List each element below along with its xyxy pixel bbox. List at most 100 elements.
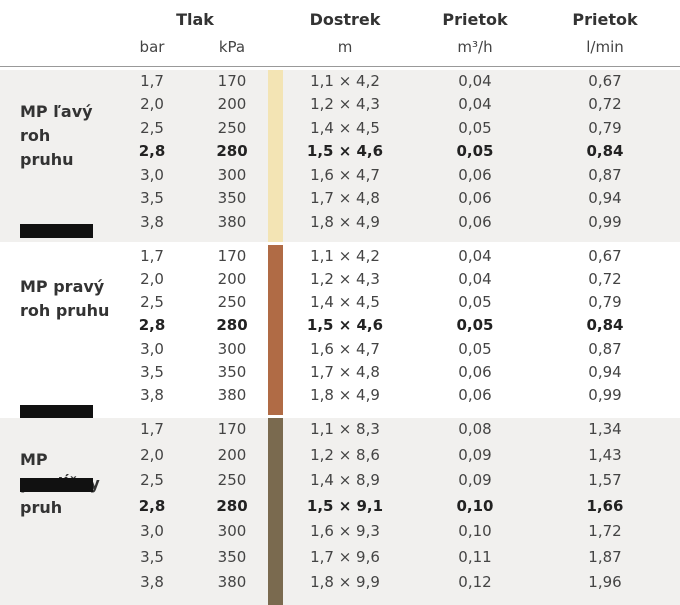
table-cell: 350 — [217, 547, 247, 566]
table-cell: 300 — [217, 165, 247, 184]
profile-icon — [20, 405, 93, 419]
table-cell: 250 — [217, 471, 247, 490]
table-cell: 0,11 — [458, 547, 492, 566]
table-cell: 2,5 — [140, 293, 164, 312]
table-cell: 0,06 — [458, 189, 492, 208]
table-cell: 3,8 — [140, 385, 164, 404]
table-cell: 280 — [216, 142, 248, 161]
table-cell: 0,09 — [458, 445, 492, 464]
table-cell: 0,09 — [458, 471, 492, 490]
table-cell: 380 — [217, 573, 247, 592]
table-cell: 3,8 — [140, 212, 164, 231]
table-cell: 0,72 — [588, 95, 622, 114]
row-group: MP ľavý roh pruhu 1,7 170 1,1 × 4,2 0,04 0,67… — [0, 70, 680, 242]
table-cell: 2,0 — [140, 445, 164, 464]
table-cell: 1,72 — [588, 522, 622, 541]
table-cell: 350 — [217, 362, 247, 381]
table-cell: 300 — [217, 339, 247, 358]
table-cell: 1,34 — [588, 420, 622, 438]
table-cell: 200 — [217, 445, 247, 464]
table-cell: 1,2 × 8,6 — [310, 445, 380, 464]
table-cell: 280 — [216, 496, 248, 515]
table-cell: 0,10 — [458, 522, 492, 541]
table-cell: 0,04 — [458, 95, 492, 114]
table-cell: 1,87 — [588, 547, 622, 566]
table-cell: 0,87 — [588, 165, 622, 184]
table-cell: 1,6 × 9,3 — [310, 522, 380, 541]
column-header: Tlak — [176, 10, 214, 29]
table-cell: 0,04 — [458, 72, 492, 90]
table-cell: 1,7 — [140, 72, 164, 90]
table-cell: 250 — [217, 293, 247, 312]
header-rule — [0, 66, 680, 67]
table-cell: 200 — [217, 95, 247, 114]
table-cell: 0,05 — [458, 293, 492, 312]
table-cell: 1,4 × 4,5 — [310, 293, 380, 312]
table-cell: 1,8 × 4,9 — [310, 212, 380, 231]
table-cell: 0,06 — [458, 362, 492, 381]
table-cell: 2,8 — [138, 316, 166, 335]
unit-header: kPa — [218, 38, 246, 56]
table-cell: 0,94 — [588, 189, 622, 208]
table-cell: 2,8 — [138, 496, 166, 515]
table-cell: 1,8 × 4,9 — [310, 385, 380, 404]
table-cell: 3,5 — [140, 189, 164, 208]
table-cell: 1,6 × 4,7 — [310, 339, 380, 358]
table-cell: 1,5 × 4,6 — [306, 316, 384, 335]
column-header: Prietok — [572, 10, 638, 29]
table-cell: 0,79 — [588, 118, 622, 137]
unit-header: m³/h — [457, 38, 493, 56]
table-cell: 2,8 — [138, 142, 166, 161]
table-cell: 0,99 — [588, 385, 622, 404]
table-cell: 1,66 — [586, 496, 624, 515]
table-cell: 0,10 — [456, 496, 494, 515]
column-header: Prietok — [442, 10, 508, 29]
table-cell: 2,5 — [140, 118, 164, 137]
table-cell: 0,84 — [586, 142, 624, 161]
table-cell: 1,43 — [588, 445, 622, 464]
table-cell: 380 — [217, 212, 247, 231]
profile-icon — [20, 224, 93, 238]
table-cell: 1,7 — [140, 247, 164, 265]
table-cell: 2,0 — [140, 95, 164, 114]
table-cell: 1,7 × 4,8 — [310, 362, 380, 381]
table-cell: 280 — [216, 316, 248, 335]
table-cell: 0,94 — [588, 362, 622, 381]
table-cell: 2,0 — [140, 270, 164, 289]
table-cell: 0,05 — [458, 118, 492, 137]
unit-header: bar — [139, 38, 165, 56]
table-cell: 1,96 — [588, 573, 622, 592]
color-strip — [268, 245, 283, 415]
table-cell: 250 — [217, 118, 247, 137]
table-cell: 0,05 — [458, 339, 492, 358]
table-cell: 0,04 — [458, 270, 492, 289]
table-cell: 0,67 — [588, 72, 622, 90]
table-cell: 3,0 — [140, 522, 164, 541]
table-cell: 0,06 — [458, 385, 492, 404]
table-cell: 0,79 — [588, 293, 622, 312]
table-cell: 0,06 — [458, 165, 492, 184]
group-label: MP pravý roh pruhu — [20, 277, 110, 320]
table-cell: 0,67 — [588, 247, 622, 265]
table-cell: 170 — [217, 247, 247, 265]
table-cell: 1,1 × 4,2 — [310, 72, 380, 90]
table-cell: 3,0 — [140, 165, 164, 184]
table-cell: 1,1 × 4,2 — [310, 247, 380, 265]
table-cell: 3,8 — [140, 573, 164, 592]
table-cell: 1,57 — [588, 471, 622, 490]
row-group: MP pravý roh pruhu 1,7 170 1,1 × 4,2 0,04 0,6… — [0, 245, 680, 419]
profile-icon — [20, 478, 93, 492]
table-cell: 1,4 × 4,5 — [310, 118, 380, 137]
table-cell: 3,5 — [140, 547, 164, 566]
column-header: Dostrek — [309, 10, 381, 29]
table-cell: 1,1 × 8,3 — [310, 420, 380, 438]
table-cell: 0,99 — [588, 212, 622, 231]
table-cell: 0,05 — [456, 316, 494, 335]
table-cell: 2,5 — [140, 471, 164, 490]
group-label: MP ľavý roh pruhu — [20, 102, 93, 169]
table-cell: 1,7 — [140, 420, 164, 438]
table-cell: 0,08 — [458, 420, 492, 438]
table-cell: 170 — [217, 420, 247, 438]
